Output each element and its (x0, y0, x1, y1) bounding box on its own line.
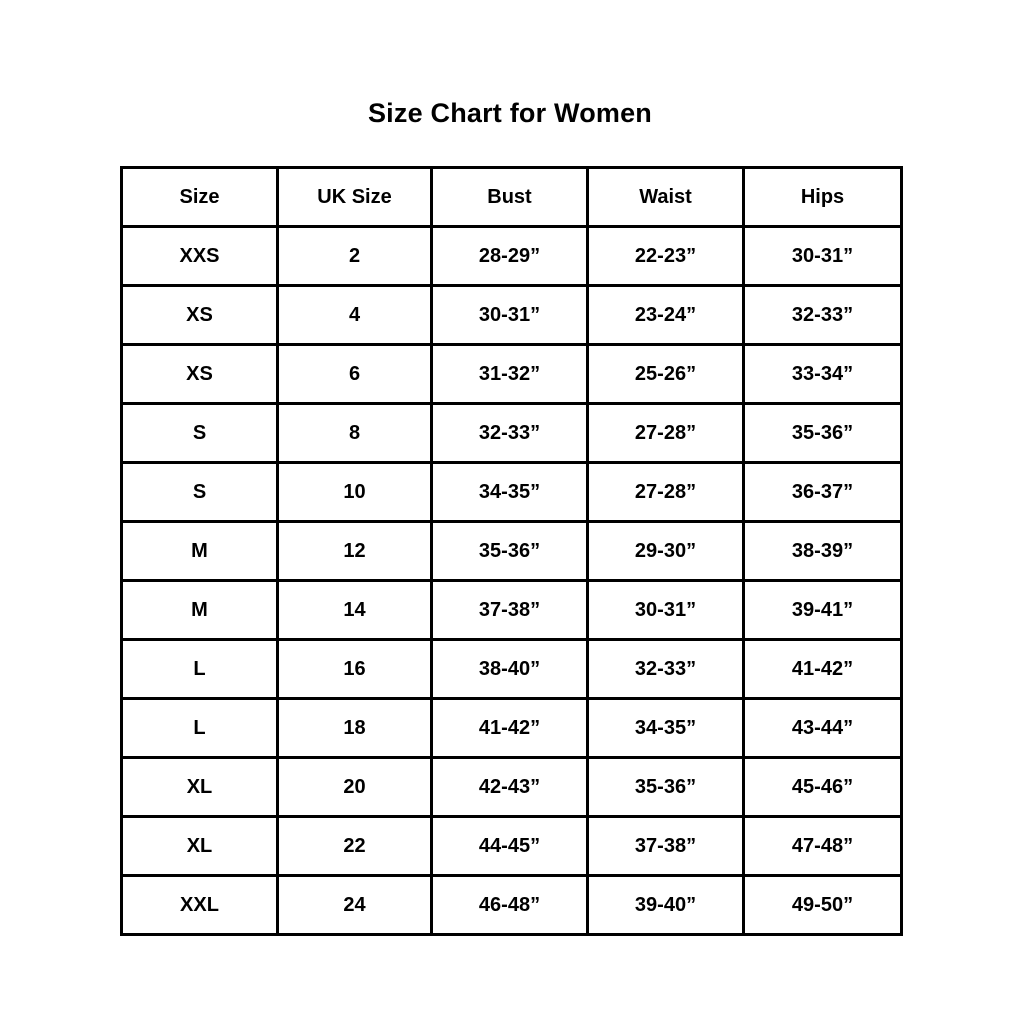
cell-waist: 32-33” (586, 638, 745, 700)
cell-waist: 35-36” (586, 756, 745, 818)
cell-bust: 32-33” (430, 402, 589, 464)
cell-bust: 34-35” (430, 461, 589, 523)
cell-bust: 46-48” (430, 874, 589, 936)
cell-size: L (120, 638, 279, 700)
cell-size: S (120, 402, 279, 464)
cell-bust: 44-45” (430, 815, 589, 877)
table-row: L 16 38-40” 32-33” 41-42” (120, 638, 903, 700)
table-header: Size UK Size Bust Waist Hips (120, 166, 903, 228)
table-row: S 10 34-35” 27-28” 36-37” (120, 461, 903, 523)
cell-size: M (120, 579, 279, 641)
cell-waist: 27-28” (586, 402, 745, 464)
cell-uk-size: 16 (276, 638, 433, 700)
cell-waist: 27-28” (586, 461, 745, 523)
cell-hips: 39-41” (742, 579, 903, 641)
cell-uk-size: 14 (276, 579, 433, 641)
table-row: M 12 35-36” 29-30” 38-39” (120, 520, 903, 582)
table-row: XL 22 44-45” 37-38” 47-48” (120, 815, 903, 877)
cell-size: XXS (120, 225, 279, 287)
table-row: XS 6 31-32” 25-26” 33-34” (120, 343, 903, 405)
cell-hips: 41-42” (742, 638, 903, 700)
cell-uk-size: 2 (276, 225, 433, 287)
page-title: Size Chart for Women (367, 98, 653, 128)
size-chart-table: Size UK Size Bust Waist Hips XXS 2 28-29” 2… (120, 166, 903, 936)
cell-hips: 33-34” (742, 343, 903, 405)
column-header-waist: Waist (586, 166, 745, 228)
cell-bust: 37-38” (430, 579, 589, 641)
cell-bust: 41-42” (430, 697, 589, 759)
cell-size: M (120, 520, 279, 582)
cell-waist: 39-40” (586, 874, 745, 936)
cell-uk-size: 18 (276, 697, 433, 759)
column-header-uk-size: UK Size (276, 166, 433, 228)
cell-size: L (120, 697, 279, 759)
table-row: M 14 37-38” 30-31” 39-41” (120, 579, 903, 641)
cell-uk-size: 12 (276, 520, 433, 582)
cell-bust: 38-40” (430, 638, 589, 700)
cell-uk-size: 10 (276, 461, 433, 523)
cell-hips: 43-44” (742, 697, 903, 759)
table-header-row: Size UK Size Bust Waist Hips (120, 166, 903, 228)
cell-hips: 47-48” (742, 815, 903, 877)
cell-bust: 35-36” (430, 520, 589, 582)
table-row: L 18 41-42” 34-35” 43-44” (120, 697, 903, 759)
column-header-size: Size (120, 166, 279, 228)
cell-size: XS (120, 343, 279, 405)
cell-waist: 34-35” (586, 697, 745, 759)
table-row: XS 4 30-31” 23-24” 32-33” (120, 284, 903, 346)
cell-hips: 36-37” (742, 461, 903, 523)
cell-waist: 23-24” (586, 284, 745, 346)
cell-size: XL (120, 815, 279, 877)
cell-size: S (120, 461, 279, 523)
table-body: XXS 2 28-29” 22-23” 30-31” XS 4 30-31” 23-24” 32-… (120, 225, 903, 936)
column-header-hips: Hips (742, 166, 903, 228)
table-row: XL 20 42-43” 35-36” 45-46” (120, 756, 903, 818)
cell-bust: 30-31” (430, 284, 589, 346)
cell-waist: 25-26” (586, 343, 745, 405)
cell-waist: 37-38” (586, 815, 745, 877)
cell-uk-size: 20 (276, 756, 433, 818)
cell-uk-size: 22 (276, 815, 433, 877)
table-row: S 8 32-33” 27-28” 35-36” (120, 402, 903, 464)
cell-waist: 29-30” (586, 520, 745, 582)
cell-bust: 42-43” (430, 756, 589, 818)
cell-uk-size: 4 (276, 284, 433, 346)
cell-hips: 30-31” (742, 225, 903, 287)
cell-size: XS (120, 284, 279, 346)
column-header-bust: Bust (430, 166, 589, 228)
cell-hips: 35-36” (742, 402, 903, 464)
cell-uk-size: 8 (276, 402, 433, 464)
cell-waist: 30-31” (586, 579, 745, 641)
cell-size: XXL (120, 874, 279, 936)
table-row: XXS 2 28-29” 22-23” 30-31” (120, 225, 903, 287)
cell-size: XL (120, 756, 279, 818)
cell-uk-size: 6 (276, 343, 433, 405)
cell-waist: 22-23” (586, 225, 745, 287)
size-chart-table-container: Size UK Size Bust Waist Hips XXS 2 28-29” 2… (120, 166, 903, 936)
cell-hips: 45-46” (742, 756, 903, 818)
cell-hips: 49-50” (742, 874, 903, 936)
cell-bust: 31-32” (430, 343, 589, 405)
table-row: XXL 24 46-48” 39-40” 49-50” (120, 874, 903, 936)
cell-hips: 38-39” (742, 520, 903, 582)
cell-hips: 32-33” (742, 284, 903, 346)
cell-bust: 28-29” (430, 225, 589, 287)
cell-uk-size: 24 (276, 874, 433, 936)
